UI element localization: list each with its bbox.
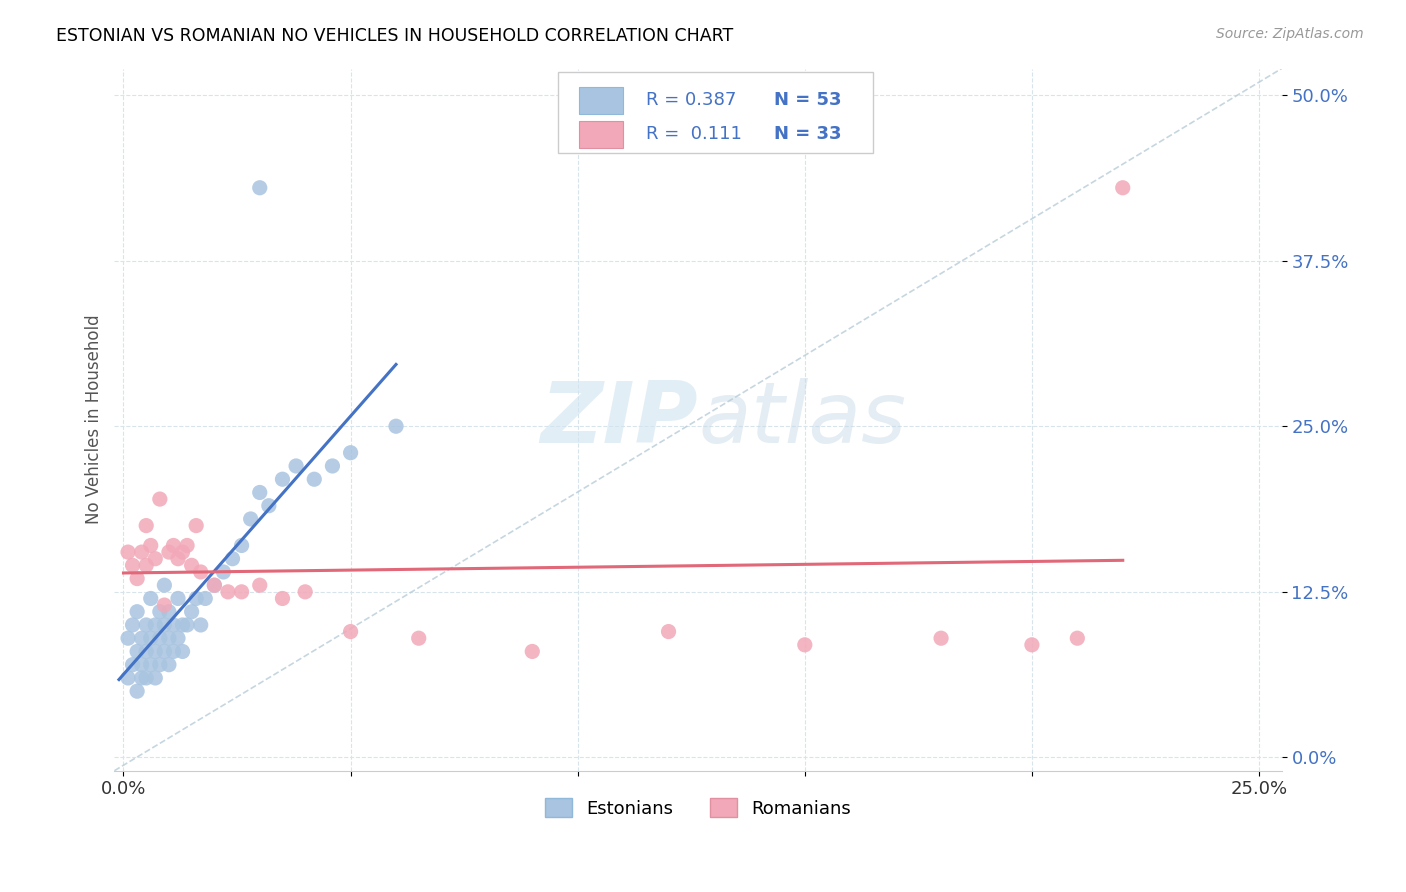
Point — [131, 545, 153, 559]
Point — [929, 631, 952, 645]
Point — [127, 605, 149, 619]
Point — [180, 558, 202, 573]
Legend: Estonians, Romanians: Estonians, Romanians — [538, 791, 858, 825]
Point — [1021, 638, 1043, 652]
Point — [167, 551, 190, 566]
Point — [257, 499, 280, 513]
Point — [657, 624, 679, 639]
Point — [143, 618, 166, 632]
Point — [172, 618, 194, 632]
Point — [271, 591, 294, 606]
Point — [186, 518, 208, 533]
Point — [1112, 180, 1135, 194]
Point — [157, 657, 180, 672]
Point — [304, 472, 326, 486]
Point — [176, 618, 198, 632]
Point — [190, 618, 212, 632]
Point — [143, 671, 166, 685]
Text: atlas: atlas — [697, 378, 905, 461]
Point — [135, 618, 157, 632]
Text: R = 0.387: R = 0.387 — [645, 91, 735, 109]
Point — [190, 565, 212, 579]
Point — [339, 624, 361, 639]
Point — [157, 605, 180, 619]
Point — [321, 458, 343, 473]
Point — [180, 605, 202, 619]
Y-axis label: No Vehicles in Household: No Vehicles in Household — [86, 315, 103, 524]
Point — [153, 598, 176, 612]
Point — [793, 638, 815, 652]
Point — [522, 644, 544, 658]
Point — [212, 565, 235, 579]
Point — [139, 591, 162, 606]
Point — [162, 644, 184, 658]
Point — [153, 618, 176, 632]
Point — [271, 472, 294, 486]
Point — [194, 591, 217, 606]
Point — [127, 684, 149, 698]
Point — [172, 644, 194, 658]
Point — [202, 578, 225, 592]
Text: N = 53: N = 53 — [773, 91, 841, 109]
Point — [143, 551, 166, 566]
Point — [231, 584, 253, 599]
Point — [385, 419, 408, 434]
Point — [1066, 631, 1088, 645]
Point — [294, 584, 316, 599]
FancyBboxPatch shape — [558, 72, 873, 153]
Point — [167, 631, 190, 645]
Point — [285, 458, 308, 473]
Point — [117, 671, 139, 685]
Point — [135, 558, 157, 573]
Point — [162, 539, 184, 553]
Point — [139, 539, 162, 553]
Point — [249, 578, 271, 592]
Point — [202, 578, 225, 592]
Text: Source: ZipAtlas.com: Source: ZipAtlas.com — [1216, 27, 1364, 41]
Point — [186, 591, 208, 606]
FancyBboxPatch shape — [579, 87, 623, 114]
FancyBboxPatch shape — [579, 121, 623, 148]
Point — [162, 618, 184, 632]
Point — [131, 671, 153, 685]
Point — [149, 605, 172, 619]
Text: N = 33: N = 33 — [773, 125, 841, 143]
Point — [121, 618, 143, 632]
Point — [153, 578, 176, 592]
Point — [153, 644, 176, 658]
Text: ZIP: ZIP — [540, 378, 697, 461]
Point — [157, 545, 180, 559]
Point — [139, 657, 162, 672]
Point — [131, 657, 153, 672]
Point — [249, 180, 271, 194]
Point — [121, 558, 143, 573]
Point — [149, 492, 172, 507]
Point — [127, 644, 149, 658]
Point — [121, 657, 143, 672]
Point — [135, 671, 157, 685]
Point — [231, 539, 253, 553]
Point — [172, 545, 194, 559]
Point — [249, 485, 271, 500]
Text: ESTONIAN VS ROMANIAN NO VEHICLES IN HOUSEHOLD CORRELATION CHART: ESTONIAN VS ROMANIAN NO VEHICLES IN HOUS… — [56, 27, 734, 45]
Point — [217, 584, 239, 599]
Text: R =  0.111: R = 0.111 — [645, 125, 741, 143]
Point — [176, 539, 198, 553]
Point — [117, 631, 139, 645]
Point — [239, 512, 262, 526]
Point — [117, 545, 139, 559]
Point — [221, 551, 243, 566]
Point — [127, 572, 149, 586]
Point — [139, 631, 162, 645]
Point — [339, 446, 361, 460]
Point — [131, 631, 153, 645]
Point — [149, 631, 172, 645]
Point — [135, 518, 157, 533]
Point — [143, 644, 166, 658]
Point — [149, 657, 172, 672]
Point — [408, 631, 430, 645]
Point — [167, 591, 190, 606]
Point — [135, 644, 157, 658]
Point — [157, 631, 180, 645]
